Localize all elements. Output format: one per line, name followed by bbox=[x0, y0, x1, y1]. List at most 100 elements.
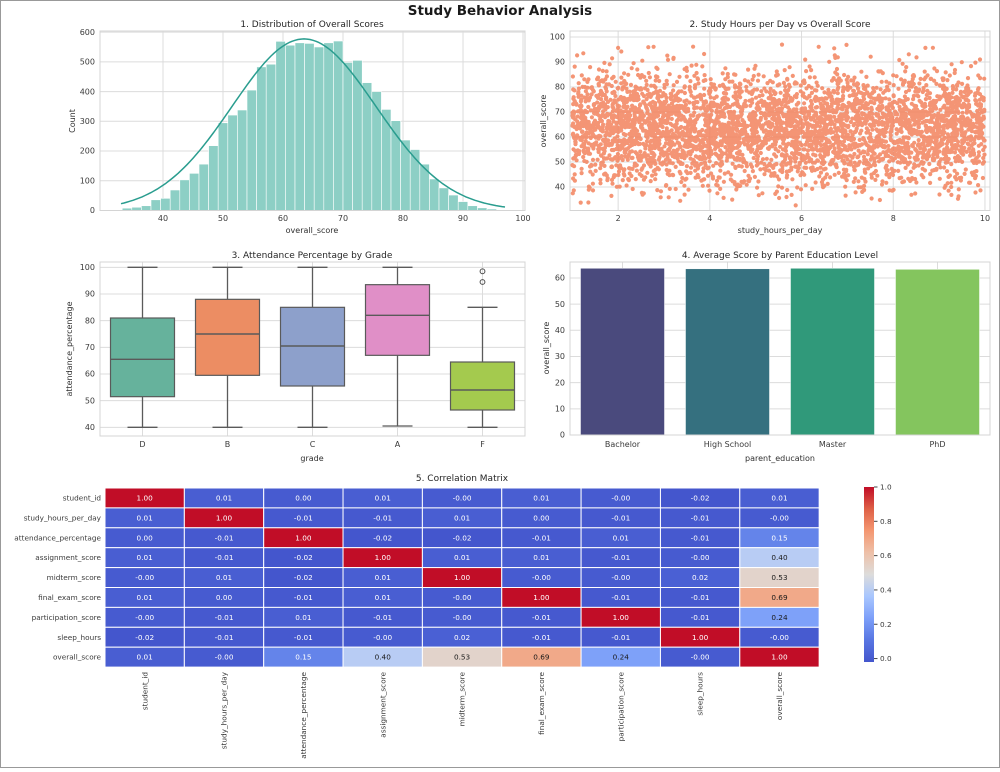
heatmap-cell-value: -0.01 bbox=[215, 633, 234, 642]
histogram-x-tick: 90 bbox=[458, 214, 468, 223]
scatter-point bbox=[850, 155, 855, 160]
scatter-point bbox=[604, 69, 609, 74]
scatter-point bbox=[960, 81, 965, 86]
histogram-y-tick: 400 bbox=[80, 87, 95, 96]
scatter-point bbox=[779, 42, 785, 47]
scatter-point bbox=[661, 130, 666, 135]
colorbar-tick-label: 0.0 bbox=[880, 654, 892, 663]
scatter-point bbox=[684, 74, 689, 79]
scatter-point bbox=[586, 200, 591, 205]
scatter-point bbox=[710, 176, 716, 181]
colorbar-tick-label: 0.8 bbox=[880, 517, 892, 526]
scatter-point bbox=[791, 135, 796, 140]
scatter-point bbox=[934, 81, 939, 86]
scatter-point bbox=[755, 157, 760, 162]
scatter-point bbox=[954, 87, 959, 92]
scatter-point bbox=[687, 149, 692, 154]
scatter-point bbox=[638, 149, 643, 154]
scatter-point bbox=[915, 157, 921, 162]
scatter-point bbox=[687, 122, 692, 127]
scatter-point bbox=[822, 153, 827, 159]
scatter-point bbox=[842, 72, 847, 78]
scatter-point bbox=[783, 88, 789, 93]
scatter-point bbox=[910, 176, 915, 181]
scatter-point bbox=[914, 113, 920, 118]
scatter-point bbox=[572, 88, 577, 93]
scatter-point bbox=[944, 158, 950, 163]
scatter-point bbox=[723, 66, 728, 71]
heatmap-cell-value: 0.01 bbox=[295, 613, 311, 622]
scatter-point bbox=[659, 134, 664, 139]
scatter-point bbox=[718, 163, 723, 168]
scatter-point bbox=[713, 135, 718, 140]
scatter-point bbox=[837, 139, 843, 145]
scatter-point bbox=[653, 167, 658, 172]
scatter-point bbox=[588, 65, 593, 70]
scatter-point bbox=[834, 66, 840, 72]
scatter-point bbox=[719, 154, 724, 160]
scatter-point bbox=[785, 173, 790, 178]
scatter-point bbox=[926, 112, 932, 117]
scatter-point bbox=[859, 69, 864, 74]
scatter-point bbox=[749, 142, 755, 147]
scatter-point bbox=[745, 132, 750, 137]
scatter-point bbox=[772, 162, 777, 167]
histogram-bar bbox=[438, 187, 449, 211]
scatter-point bbox=[908, 124, 913, 129]
scatter-point bbox=[878, 87, 883, 92]
scatter-point bbox=[872, 170, 877, 176]
scatter-point bbox=[730, 79, 735, 84]
scatter-point bbox=[921, 175, 926, 180]
heatmap-cell-value: 0.01 bbox=[137, 653, 153, 662]
scatter-point bbox=[659, 146, 664, 151]
scatter-point bbox=[755, 78, 761, 83]
scatter-point bbox=[880, 96, 885, 101]
heatmap-cell-value: 0.01 bbox=[137, 513, 153, 522]
scatter-point bbox=[640, 58, 645, 63]
scatter-point bbox=[913, 147, 918, 152]
scatter-point bbox=[748, 82, 753, 87]
scatter-point bbox=[882, 134, 887, 139]
scatter-point bbox=[952, 95, 958, 100]
bar bbox=[580, 268, 665, 436]
scatter-point bbox=[688, 117, 693, 122]
scatter-point bbox=[773, 140, 778, 145]
heatmap-cell-value: 1.00 bbox=[771, 653, 788, 662]
scatter-point bbox=[931, 128, 936, 133]
scatter-point bbox=[579, 104, 584, 109]
scatter-point bbox=[722, 171, 727, 176]
scatter-point bbox=[980, 110, 985, 115]
scatter-point bbox=[738, 95, 743, 100]
scatter-point bbox=[692, 86, 698, 91]
scatter-point bbox=[786, 82, 792, 87]
scatter-point bbox=[785, 134, 790, 139]
scatter-point bbox=[764, 156, 769, 161]
scatter-point bbox=[599, 162, 604, 167]
scatter-point bbox=[607, 62, 612, 67]
scatter-point bbox=[704, 128, 709, 133]
scatter-point bbox=[827, 140, 832, 145]
heatmap-cell-value: 0.02 bbox=[692, 573, 708, 582]
plot-border bbox=[99, 261, 526, 437]
scatter-point bbox=[903, 165, 908, 170]
scatter-point bbox=[654, 112, 660, 117]
scatter-point bbox=[646, 92, 651, 97]
scatter-point bbox=[956, 187, 961, 192]
scatter-point bbox=[767, 120, 772, 125]
scatter-point bbox=[937, 149, 942, 154]
scatter-point bbox=[858, 90, 863, 95]
scatter-point bbox=[573, 148, 578, 153]
scatter-point bbox=[981, 155, 986, 161]
scatter-point bbox=[745, 123, 750, 129]
heatmap-cell-value: 0.69 bbox=[771, 593, 788, 602]
scatter-point bbox=[802, 80, 807, 85]
scatter-point bbox=[734, 123, 740, 128]
scatter-point bbox=[844, 42, 849, 48]
scatter-point bbox=[721, 179, 727, 184]
scatter-point bbox=[917, 81, 922, 86]
scatter-point bbox=[600, 68, 605, 73]
scatter-point bbox=[949, 62, 954, 67]
scatter-y-tick: 100 bbox=[550, 33, 565, 42]
scatter-point bbox=[812, 118, 817, 123]
